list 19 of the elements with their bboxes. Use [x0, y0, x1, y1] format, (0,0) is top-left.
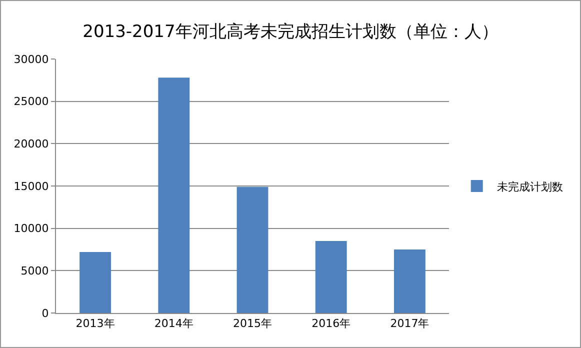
y-tick-label: 30000 [14, 52, 49, 66]
y-tick-label: 15000 [14, 180, 49, 193]
y-tick-label: 0 [42, 306, 49, 320]
bar [236, 186, 268, 313]
x-tick-label: 2016年 [312, 317, 351, 330]
bar [80, 252, 112, 313]
y-tick-label: 10000 [14, 222, 49, 236]
chart-title: 2013-2017年河北高考未完成招生计划数（单位：人） [82, 22, 498, 42]
bar [394, 250, 426, 313]
y-tick-label: 5000 [20, 264, 49, 278]
y-tick-label: 20000 [14, 138, 49, 151]
x-tick-label: 2014年 [154, 317, 194, 330]
bar [315, 241, 347, 313]
y-tick-label: 25000 [14, 95, 49, 108]
x-tick-label: 2017年 [390, 317, 430, 330]
bar [158, 78, 190, 313]
legend-label: 未完成计划数 [496, 180, 563, 194]
x-tick-label: 2013年 [76, 317, 115, 330]
x-tick-label: 2015年 [233, 317, 272, 330]
